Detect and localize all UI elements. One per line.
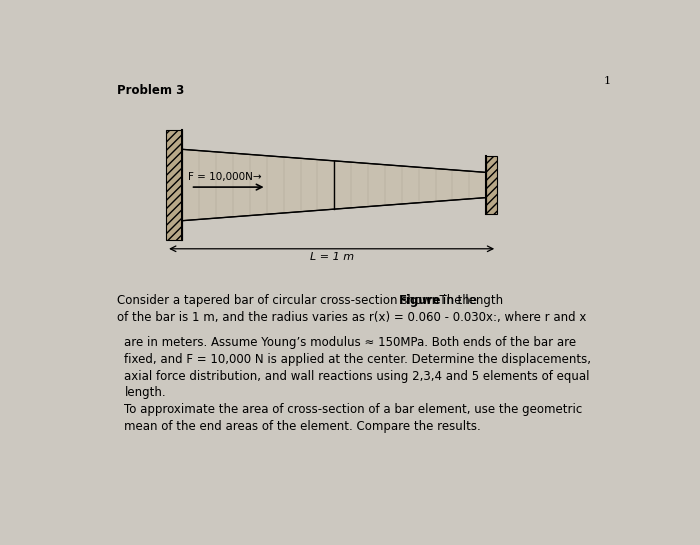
Text: are in meters. Assume Young’s modulus ≈ 150MPa. Both ends of the bar are: are in meters. Assume Young’s modulus ≈ … <box>125 336 577 349</box>
Text: F = 10,000N→: F = 10,000N→ <box>188 172 262 182</box>
Text: length.: length. <box>125 386 166 399</box>
Text: mean of the end areas of the element. Compare the results.: mean of the end areas of the element. Co… <box>125 420 481 433</box>
Polygon shape <box>166 130 183 240</box>
Text: . The length: . The length <box>432 294 503 307</box>
Polygon shape <box>183 149 486 221</box>
Polygon shape <box>486 156 497 214</box>
Text: axial force distribution, and wall reactions using 2,3,4 and 5 elements of equal: axial force distribution, and wall react… <box>125 370 590 383</box>
Text: of the bar is 1 m, and the radius varies as r(x) = 0.060 - 0.030x:, where r and : of the bar is 1 m, and the radius varies… <box>118 311 587 324</box>
Text: fixed, and F = 10,000 N is applied at the center. Determine the displacements,: fixed, and F = 10,000 N is applied at th… <box>125 353 592 366</box>
Text: 1: 1 <box>604 76 611 86</box>
Text: Figure: Figure <box>399 294 442 307</box>
Text: L = 1 m: L = 1 m <box>309 252 354 262</box>
Text: To approximate the area of cross-section of a bar element, use the geometric: To approximate the area of cross-section… <box>125 403 582 416</box>
Text: Consider a tapered bar of circular cross-section shown in the: Consider a tapered bar of circular cross… <box>118 294 481 307</box>
Text: Problem 3: Problem 3 <box>118 84 185 98</box>
